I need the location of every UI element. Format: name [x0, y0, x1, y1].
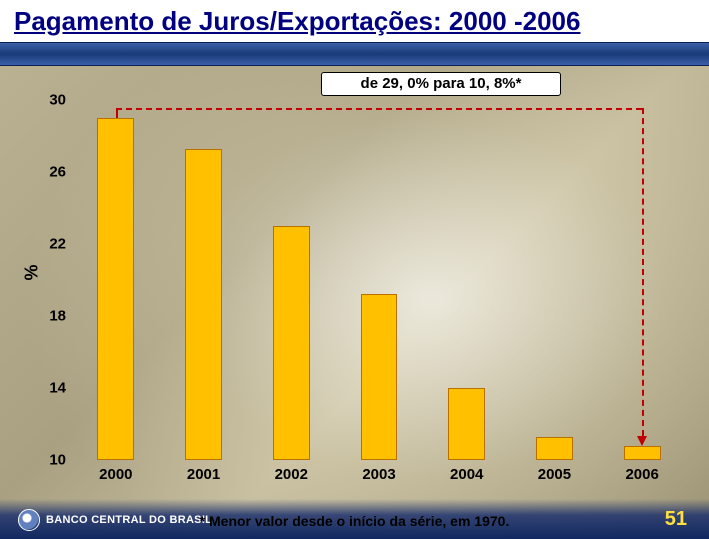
annotation-line	[116, 108, 642, 110]
bar	[97, 118, 134, 460]
bar	[624, 446, 661, 460]
annotation-arrowhead-icon	[637, 436, 647, 446]
bar	[273, 226, 310, 460]
bar	[361, 294, 398, 460]
x-tick: 2005	[538, 466, 571, 483]
y-tick: 10	[30, 452, 66, 469]
y-tick: 14	[30, 380, 66, 397]
footnote-text: * Menor valor desde o início da série, e…	[0, 513, 709, 529]
y-axis-label: %	[22, 264, 43, 280]
bar	[536, 437, 573, 460]
x-tick: 2006	[625, 466, 658, 483]
y-tick: 22	[30, 236, 66, 253]
slide-title: Pagamento de Juros/Exportações: 2000 -20…	[14, 6, 695, 37]
x-tick: 2004	[450, 466, 483, 483]
x-tick: 2000	[99, 466, 132, 483]
title-underline-strip	[0, 42, 709, 66]
bar-chart: % 101418222630 2000200120022003200420052…	[30, 100, 692, 484]
callout-box: de 29, 0% para 10, 8%*	[321, 72, 561, 96]
plot-area	[72, 100, 686, 460]
bar	[185, 149, 222, 460]
bar	[448, 388, 485, 460]
y-tick: 18	[30, 308, 66, 325]
annotation-line	[642, 108, 644, 436]
page-number: 51	[665, 508, 687, 531]
title-bar: Pagamento de Juros/Exportações: 2000 -20…	[0, 0, 709, 66]
y-tick: 30	[30, 92, 66, 109]
x-tick: 2003	[362, 466, 395, 483]
x-tick: 2002	[275, 466, 308, 483]
x-tick: 2001	[187, 466, 220, 483]
y-tick: 26	[30, 164, 66, 181]
